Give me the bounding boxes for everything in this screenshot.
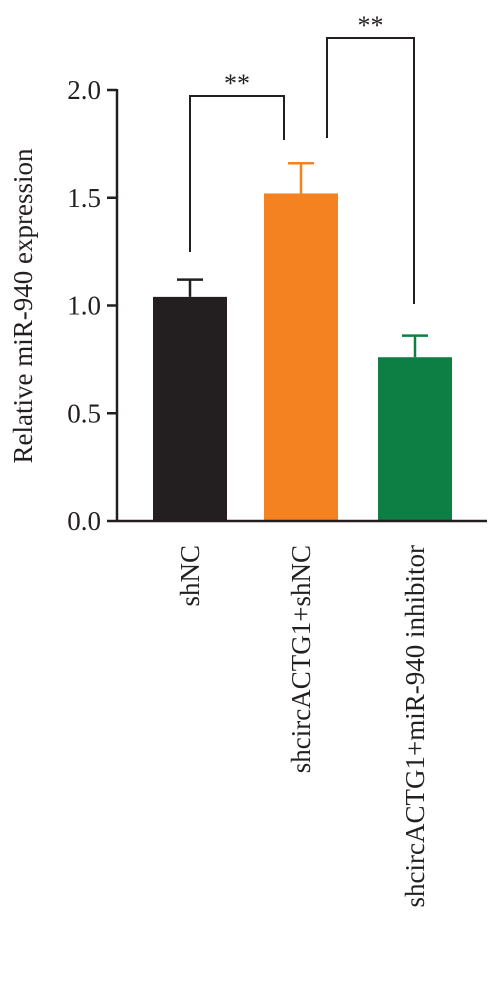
significance-label-1: ** <box>224 69 250 98</box>
y-tick-label: 2.0 <box>67 75 101 105</box>
x-tick-label: shcircACTG1+shNC <box>286 545 316 773</box>
y-ticks-layer: 0.0 0.5 1.0 1.5 2.0 <box>67 75 117 536</box>
error-bars-layer <box>177 162 428 358</box>
y-tick-label: 0.0 <box>67 506 101 536</box>
y-tick-label: 0.5 <box>67 398 101 428</box>
bar-1 <box>153 296 227 521</box>
bar-2 <box>264 193 338 521</box>
significance-label-2: ** <box>358 11 384 40</box>
x-tick-labels-layer: shNC shcircACTG1+shNC shcircACTG1+miR-940 … <box>175 545 430 907</box>
y-tick-label: 1.5 <box>67 183 101 213</box>
x-tick-label: shNC <box>175 545 205 607</box>
significance-bracket-1 <box>189 95 285 252</box>
significance-layer: ** ** <box>189 11 415 304</box>
bars-layer <box>153 193 452 521</box>
x-tick-label: shcircACTG1+miR-940 inhibitor <box>400 545 430 907</box>
y-axis-title: Relative miR-940 expression <box>8 148 38 463</box>
y-tick-label: 1.0 <box>67 291 101 321</box>
bar-3 <box>378 357 452 521</box>
significance-bracket-2 <box>326 37 415 304</box>
